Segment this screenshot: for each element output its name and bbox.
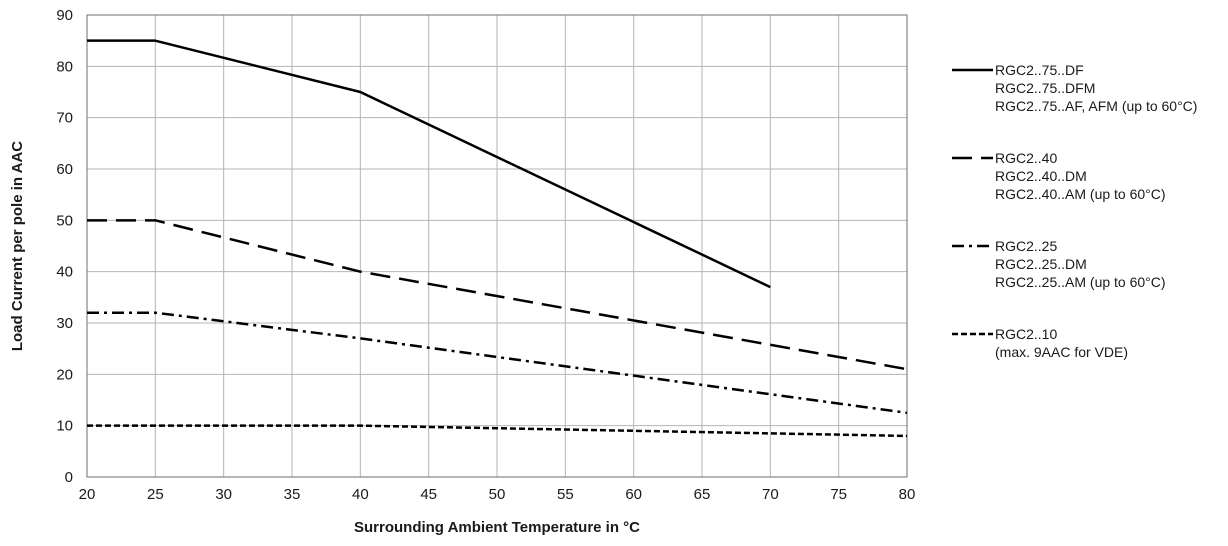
legend-label-2: RGC2..40..AM (up to 60°C) — [995, 186, 1166, 202]
x-tick-label: 70 — [762, 486, 779, 503]
x-tick-label: 50 — [489, 486, 506, 503]
x-tick-label: 30 — [215, 486, 232, 503]
legend-label-2: RGC2..40..DM — [995, 168, 1087, 184]
y-tick-label: 20 — [56, 366, 73, 383]
series-line-2 — [87, 219, 908, 371]
y-tick-label: 0 — [65, 469, 73, 486]
y-axis-title: Load Current per pole in AAC — [9, 141, 26, 351]
legend-label-1: RGC2..75..AF, AFM (up to 60°C) — [995, 98, 1197, 114]
x-tick-label: 55 — [557, 486, 574, 503]
tick-labels: 20 25 30 35 40 45 50 55 60 65 70 75 80 0 10 20 30 40 50 60 7… — [56, 7, 915, 503]
x-tick-label: 20 — [79, 486, 96, 503]
legend-label-4: RGC2..10 — [995, 326, 1057, 342]
x-tick-label: 60 — [625, 486, 642, 503]
y-tick-label: 50 — [56, 212, 73, 229]
y-tick-label: 80 — [56, 58, 73, 75]
x-tick-label: 80 — [899, 486, 916, 503]
x-tick-label: 65 — [694, 486, 711, 503]
legend-label-1: RGC2..75..DFM — [995, 80, 1095, 96]
legend-label-3: RGC2..25 — [995, 238, 1057, 254]
x-axis-title: Surrounding Ambient Temperature in °C — [354, 519, 640, 536]
x-tick-label: 25 — [147, 486, 164, 503]
series-line-1 — [87, 39, 771, 289]
legend-label-1: RGC2..75..DF — [995, 62, 1084, 78]
x-tick-label: 35 — [284, 486, 301, 503]
x-tick-label: 75 — [830, 486, 847, 503]
plot-frame — [86, 14, 908, 478]
legend-label-4: (max. 9AAC for VDE) — [995, 344, 1128, 360]
legend-label-3: RGC2..25..DM — [995, 256, 1087, 272]
x-tick-label: 45 — [420, 486, 437, 503]
grid — [86, 14, 908, 478]
y-tick-label: 10 — [56, 418, 73, 435]
y-tick-label: 40 — [56, 264, 73, 281]
legend-label-3: RGC2..25..AM (up to 60°C) — [995, 274, 1166, 290]
x-tick-label: 40 — [352, 486, 369, 503]
series-line-4 — [87, 424, 908, 438]
y-tick-label: 70 — [56, 110, 73, 127]
legend: RGC2..75..DF RGC2..75..DFM RGC2..75..AF, A… — [952, 62, 1197, 360]
legend-label-2: RGC2..40 — [995, 150, 1057, 166]
y-tick-label: 90 — [56, 7, 73, 24]
y-tick-label: 30 — [56, 315, 73, 332]
series-group — [87, 39, 908, 438]
series-line-3 — [87, 311, 908, 415]
y-tick-label: 60 — [56, 161, 73, 178]
